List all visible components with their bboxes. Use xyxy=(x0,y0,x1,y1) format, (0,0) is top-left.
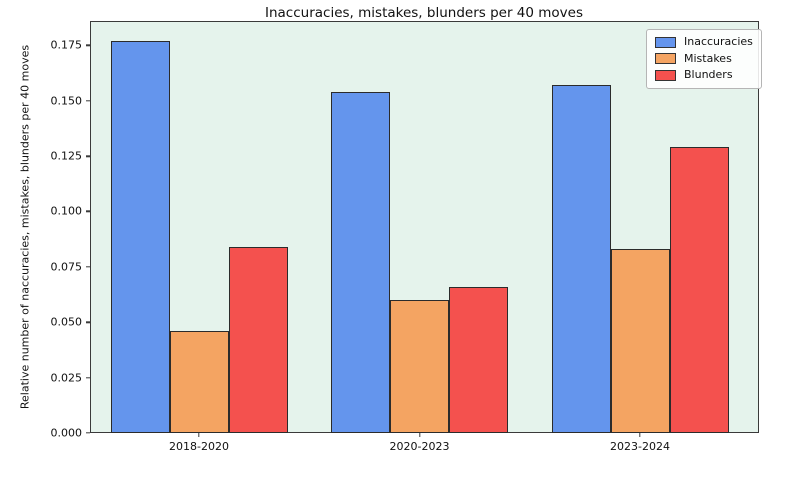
bar-mistakes-2023-2024 xyxy=(610,249,670,433)
bar-blunders-2020-2023 xyxy=(449,286,508,433)
bar-mistakes-2020-2023 xyxy=(390,300,449,433)
x-tick-label-2018-2020: 2018-2020 xyxy=(169,440,229,453)
y-axis-label: Relative number of naccuracies, mistakes… xyxy=(18,44,32,410)
y-tick-label-0.150: 0.150 xyxy=(50,94,83,108)
legend-item-mistakes: Mistakes xyxy=(655,51,753,66)
legend-item-inaccuracies: Inaccuracies xyxy=(655,35,753,49)
legend-item-blunders: Blunders xyxy=(655,69,753,82)
y-tick-mark xyxy=(85,432,90,434)
y-tick-mark xyxy=(85,321,90,323)
x-tick-label-2020-2023: 2020-2023 xyxy=(389,440,450,453)
y-tick-label-0.125: 0.125 xyxy=(50,149,83,163)
y-tick-mark xyxy=(85,266,90,268)
bar-mistakes-2018-2020 xyxy=(169,331,229,433)
x-tick-mark xyxy=(639,433,641,437)
legend: Inaccuracies Mistakes Blunders xyxy=(646,29,762,89)
x-tick-label-2023-2024: 2023-2024 xyxy=(610,440,670,453)
y-tick-label-0.100: 0.100 xyxy=(50,204,83,218)
y-tick-label-0.075: 0.075 xyxy=(50,260,83,274)
legend-label-mistakes: Mistakes xyxy=(684,51,732,65)
y-tick-mark xyxy=(85,44,90,47)
x-tick-mark xyxy=(418,433,421,437)
y-tick-mark xyxy=(85,210,90,213)
y-tick-label-0.025: 0.025 xyxy=(50,371,83,385)
y-tick-label-0.000: 0.000 xyxy=(50,426,83,440)
bar-inaccuracies-2020-2023 xyxy=(331,91,390,433)
y-tick-mark xyxy=(85,100,90,102)
bar-inaccuracies-2018-2020 xyxy=(110,40,170,433)
legend-swatch-mistakes xyxy=(655,53,676,65)
legend-label-blunders: Blunders xyxy=(684,68,733,82)
bar-inaccuracies-2023-2024 xyxy=(551,85,611,433)
bar-blunders-2023-2024 xyxy=(669,147,729,433)
y-tick-label-0.175: 0.175 xyxy=(50,38,83,52)
legend-swatch-blunders xyxy=(655,70,676,82)
y-tick-label-0.050: 0.050 xyxy=(50,315,83,329)
y-tick-mark xyxy=(85,155,90,157)
chart-title: Inaccuracies, mistakes, blunders per 40 … xyxy=(265,5,583,21)
x-tick-mark xyxy=(198,433,200,437)
y-tick-mark xyxy=(85,376,90,379)
bar-blunders-2018-2020 xyxy=(228,246,288,433)
legend-swatch-inaccuracies xyxy=(655,36,676,48)
legend-label-inaccuracies: Inaccuracies xyxy=(684,35,753,48)
